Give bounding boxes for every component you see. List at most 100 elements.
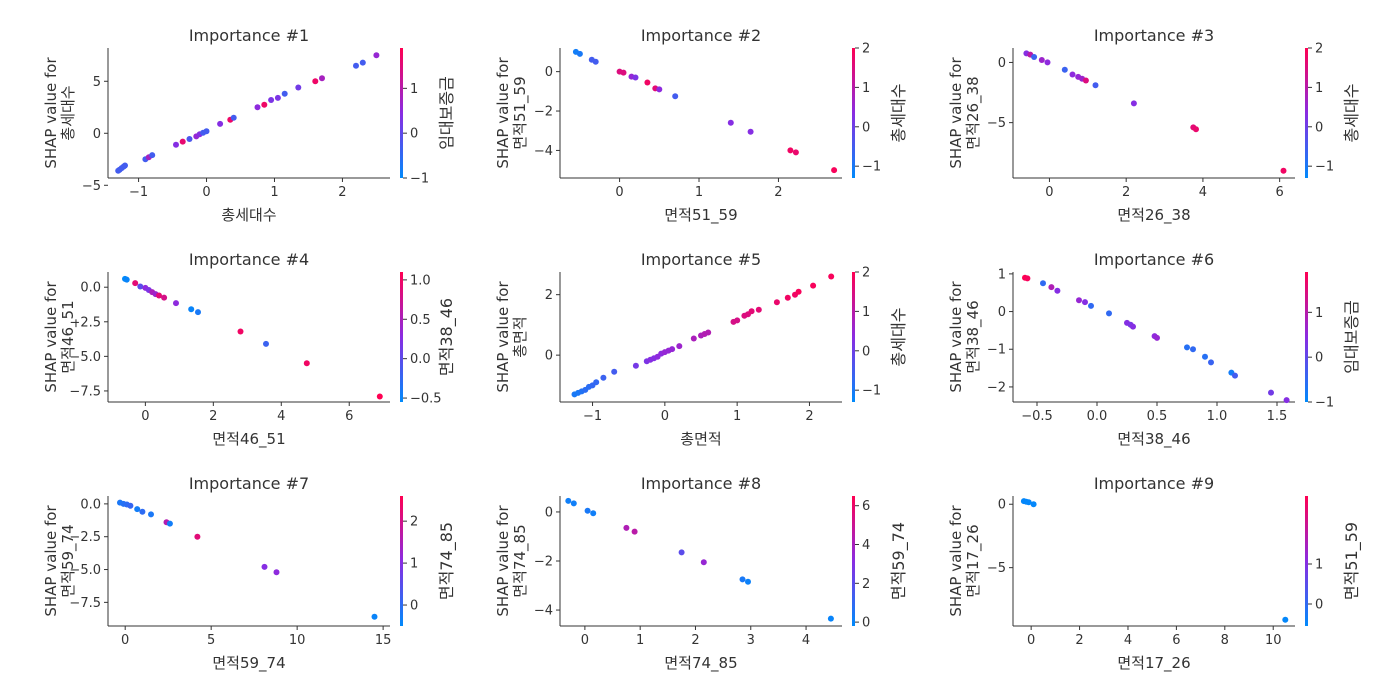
- data-point: [828, 273, 835, 280]
- data-point: [1031, 54, 1038, 60]
- colorbar-tick-label: 0.5: [410, 313, 431, 328]
- y-tick-label: 1: [998, 267, 1006, 282]
- data-point: [274, 94, 281, 101]
- x-tick-label: 3: [747, 633, 755, 648]
- data-point: [312, 78, 319, 85]
- data-point: [1082, 77, 1089, 84]
- colorbar-tick-label: 1: [410, 82, 418, 97]
- data-point: [1282, 616, 1289, 623]
- data-point: [792, 149, 799, 156]
- data-point: [156, 292, 162, 299]
- y-tick-label: 0.0: [80, 281, 101, 296]
- colorbar-tick-label: 0.0: [410, 352, 431, 367]
- data-point: [123, 276, 130, 283]
- data-point: [1190, 346, 1196, 353]
- y-tick-label: 0: [545, 65, 553, 80]
- colorbar-tick-label: 0: [410, 599, 418, 614]
- y-axis-label-line: SHAP value for: [947, 57, 965, 169]
- y-axis-label-line: SHAP value for: [42, 505, 60, 617]
- x-tick-label: 2: [338, 185, 346, 200]
- data-point: [672, 93, 679, 100]
- y-axis-label-line: 면적38_46: [964, 300, 983, 373]
- data-point: [676, 343, 683, 350]
- data-point: [1069, 71, 1076, 78]
- data-point: [303, 360, 310, 367]
- data-point: [353, 62, 359, 69]
- x-axis-label: 면적38_46: [1117, 430, 1190, 449]
- y-axis-label: SHAP value for총세대수: [42, 57, 77, 169]
- x-axis-label: 면적17_26: [1117, 654, 1190, 673]
- y-tick-label: −1: [987, 343, 1006, 358]
- data-point: [755, 306, 762, 313]
- data-point: [656, 86, 663, 93]
- y-axis-label: SHAP value for총면적: [494, 281, 529, 393]
- x-tick-label: 0: [581, 633, 589, 648]
- data-point: [188, 306, 195, 313]
- data-point: [1193, 126, 1199, 133]
- data-point: [1184, 344, 1190, 351]
- colorbar-tick-label: 1.0: [410, 273, 431, 288]
- x-tick-label: 0: [615, 185, 623, 200]
- colorbar-tick-label: 0: [1315, 120, 1323, 135]
- colorbar-label: 면적74_85: [437, 522, 457, 600]
- data-point: [179, 138, 186, 145]
- data-point: [1232, 372, 1238, 379]
- data-point: [727, 119, 734, 126]
- colorbar-tick-label: 0: [862, 120, 870, 135]
- data-point: [371, 613, 378, 620]
- data-point: [261, 563, 268, 570]
- data-point: [1024, 275, 1031, 282]
- colorbar-tick-label: 2: [862, 266, 870, 281]
- colorbar-tick-label: 0: [410, 127, 418, 142]
- y-tick-label: −2.5: [69, 315, 101, 330]
- data-point: [173, 141, 179, 148]
- data-point: [611, 368, 618, 375]
- colorbar-label: 면적51_59: [1342, 522, 1362, 600]
- colorbar-tick-label: −1: [862, 160, 881, 175]
- colorbar: [1305, 48, 1308, 178]
- colorbar-label: 면적59_74: [889, 522, 909, 600]
- x-axis-label: 면적59_74: [212, 654, 285, 673]
- data-point: [1044, 59, 1051, 66]
- x-axis-label: 면적46_51: [212, 430, 285, 449]
- data-point: [1092, 82, 1099, 89]
- y-tick-label: 0: [545, 505, 553, 520]
- x-tick-label: 6: [1276, 185, 1284, 200]
- data-point: [831, 167, 838, 174]
- colorbar-tick-label: 0: [1315, 598, 1323, 613]
- y-tick-label: −7.5: [69, 384, 101, 399]
- y-axis-label: SHAP value for면적46_51: [42, 281, 78, 393]
- x-tick-label: 5: [207, 633, 215, 648]
- x-tick-label: 10: [289, 633, 306, 648]
- y-tick-label: −2.5: [69, 530, 101, 545]
- x-tick-label: 2: [209, 409, 217, 424]
- y-tick-label: −4: [534, 604, 553, 619]
- x-tick-label: 0: [661, 409, 669, 424]
- data-point: [773, 299, 780, 306]
- data-point: [570, 500, 577, 507]
- x-tick-label: 0: [1045, 185, 1053, 200]
- data-point: [1061, 66, 1068, 73]
- data-point: [127, 502, 134, 509]
- colorbar-label: 총세대수: [889, 308, 908, 367]
- colorbar: [852, 496, 855, 626]
- colorbar-label: 총세대수: [1342, 84, 1361, 143]
- data-point: [132, 280, 139, 287]
- data-point: [1268, 389, 1274, 396]
- x-tick-label: 0.5: [1147, 409, 1168, 424]
- data-point: [376, 393, 383, 400]
- data-point: [644, 79, 651, 86]
- colorbar: [400, 272, 403, 402]
- x-axis-label: 총세대수: [221, 206, 276, 224]
- x-tick-label: 4: [277, 409, 285, 424]
- data-point: [745, 578, 751, 585]
- y-axis-label: SHAP value for면적26_38: [947, 57, 983, 169]
- data-point: [1130, 100, 1137, 107]
- data-point: [669, 346, 676, 353]
- x-tick-label: 6: [345, 409, 353, 424]
- data-point: [739, 576, 746, 583]
- data-point: [810, 282, 817, 289]
- data-point: [281, 90, 288, 97]
- x-tick-label: 1: [270, 185, 278, 200]
